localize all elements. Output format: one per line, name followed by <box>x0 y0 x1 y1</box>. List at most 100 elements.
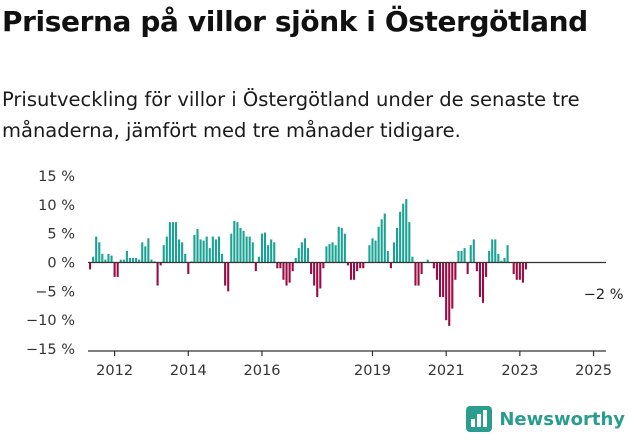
bar <box>131 257 135 263</box>
bar <box>454 262 457 280</box>
chart-subtitle: Prisutveckling för villor i Östergötland… <box>2 88 580 142</box>
bar <box>414 262 417 286</box>
bar <box>165 236 168 263</box>
bar <box>325 246 328 263</box>
y-tick-label: 15 % <box>38 169 75 185</box>
y-tick-label: 10 % <box>38 198 75 214</box>
bar <box>466 262 469 275</box>
y-tick-label: −5 % <box>35 284 75 300</box>
y-tick-label: 0 % <box>47 256 75 272</box>
bar <box>217 236 221 263</box>
bar <box>349 262 353 280</box>
bar <box>396 227 399 263</box>
bar <box>122 259 125 263</box>
bar <box>485 262 488 277</box>
bar <box>469 245 472 263</box>
bar <box>211 236 214 263</box>
bar <box>497 253 500 263</box>
bar <box>181 242 184 263</box>
bar <box>386 250 389 263</box>
bar <box>193 234 196 263</box>
bar <box>346 262 349 266</box>
bar <box>353 262 356 280</box>
bar <box>374 240 377 263</box>
bar <box>331 242 334 263</box>
bar <box>128 257 132 263</box>
y-axis-labels: 15 % 10 % 5 % 0 % −5 % −10 % −15 % <box>26 169 75 358</box>
bar <box>500 260 503 263</box>
bar <box>399 211 402 263</box>
bar <box>359 262 362 269</box>
x-tick-label: 2014 <box>170 363 207 379</box>
bar <box>322 262 325 269</box>
bar <box>389 262 392 269</box>
bar <box>448 262 451 326</box>
x-tick-label: 2025 <box>575 363 612 379</box>
bar <box>411 256 414 263</box>
newsworthy-icon <box>466 406 493 432</box>
bar <box>95 236 98 263</box>
y-tick-label: 5 % <box>47 227 75 243</box>
bars <box>89 199 528 326</box>
bar <box>202 240 205 263</box>
bar <box>491 239 494 263</box>
bar <box>270 239 273 263</box>
x-tick-label: 2016 <box>244 363 281 379</box>
bar <box>242 230 245 263</box>
bar <box>377 226 380 263</box>
bar <box>178 239 181 263</box>
bar <box>159 262 162 266</box>
bar <box>445 262 448 321</box>
bar <box>426 259 429 263</box>
bar <box>518 262 521 280</box>
bar <box>141 242 144 263</box>
bar <box>515 262 518 280</box>
bar <box>417 262 420 286</box>
bar <box>438 262 442 298</box>
bar <box>294 257 297 263</box>
bar <box>150 259 153 263</box>
bar <box>205 236 208 263</box>
bar <box>451 262 454 309</box>
bar <box>328 244 331 263</box>
bar <box>291 262 294 272</box>
bar <box>214 239 217 263</box>
bar <box>442 262 445 298</box>
bar <box>512 262 515 275</box>
bar <box>98 242 101 263</box>
bar <box>251 242 254 263</box>
bar <box>368 245 371 263</box>
bar <box>110 255 113 263</box>
bar <box>310 262 313 275</box>
bar <box>184 253 187 263</box>
bar <box>460 250 463 263</box>
bar <box>171 222 174 263</box>
bar <box>116 262 119 277</box>
bar <box>288 262 291 283</box>
bar <box>282 262 285 280</box>
bar <box>236 222 239 263</box>
bar <box>119 259 122 263</box>
bar <box>524 262 528 270</box>
bar <box>488 250 491 263</box>
bar <box>472 239 475 263</box>
bar <box>463 248 466 263</box>
bar <box>276 262 279 269</box>
bar <box>306 248 310 263</box>
bar <box>144 246 147 263</box>
bar <box>221 253 224 263</box>
bar <box>380 219 383 263</box>
bar <box>435 262 439 280</box>
bar <box>233 220 236 263</box>
bar <box>263 232 267 263</box>
brand-name: Newsworthy <box>499 408 625 430</box>
bar <box>135 257 138 263</box>
x-tick-label: 2021 <box>428 363 465 379</box>
bar <box>224 262 227 286</box>
bar <box>405 199 408 263</box>
bar <box>343 233 346 263</box>
x-tick-label: 2012 <box>96 363 133 379</box>
bar <box>420 262 423 275</box>
bar <box>506 245 509 263</box>
bar <box>362 262 365 269</box>
